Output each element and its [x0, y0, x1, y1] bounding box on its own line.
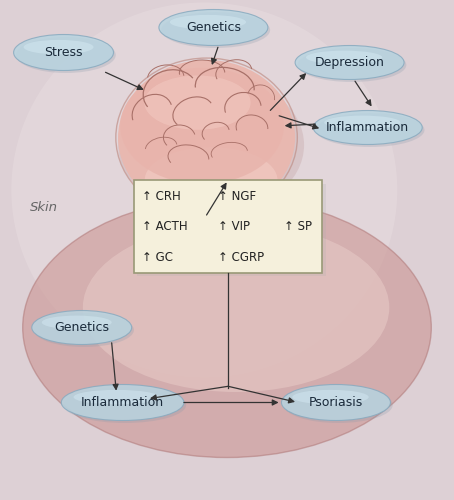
Ellipse shape — [145, 147, 277, 213]
Text: ↑ CGRP: ↑ CGRP — [218, 250, 264, 264]
Ellipse shape — [118, 60, 295, 215]
Text: Psoriasis: Psoriasis — [309, 396, 363, 409]
Ellipse shape — [316, 113, 424, 147]
Ellipse shape — [42, 316, 112, 329]
Text: ↑ VIP: ↑ VIP — [218, 220, 250, 233]
Text: ↑ CRH: ↑ CRH — [142, 190, 181, 203]
Ellipse shape — [61, 384, 184, 420]
Text: Inflammation: Inflammation — [326, 121, 410, 134]
Ellipse shape — [170, 15, 246, 30]
Text: ↑ ACTH: ↑ ACTH — [142, 220, 188, 233]
Text: ↑ GC: ↑ GC — [142, 250, 173, 264]
Text: Depression: Depression — [315, 56, 385, 69]
Ellipse shape — [64, 387, 186, 423]
Ellipse shape — [161, 12, 270, 48]
Ellipse shape — [295, 46, 404, 80]
Ellipse shape — [83, 223, 389, 392]
Ellipse shape — [144, 76, 251, 130]
Ellipse shape — [120, 68, 284, 184]
FancyBboxPatch shape — [137, 184, 326, 276]
Ellipse shape — [32, 310, 132, 344]
Ellipse shape — [118, 75, 304, 215]
Ellipse shape — [281, 384, 390, 420]
Ellipse shape — [159, 10, 268, 46]
Text: Inflammation: Inflammation — [81, 396, 164, 409]
Ellipse shape — [11, 2, 397, 378]
Text: Genetics: Genetics — [54, 321, 109, 334]
Ellipse shape — [324, 116, 400, 129]
Ellipse shape — [34, 313, 134, 347]
Ellipse shape — [297, 48, 406, 82]
Text: ↑ SP: ↑ SP — [284, 220, 312, 233]
Ellipse shape — [14, 34, 114, 70]
Ellipse shape — [24, 40, 94, 54]
Ellipse shape — [284, 387, 393, 423]
Ellipse shape — [313, 110, 422, 144]
Ellipse shape — [23, 198, 431, 458]
Text: Genetics: Genetics — [186, 21, 241, 34]
Text: Stress: Stress — [44, 46, 83, 59]
Text: ↑ NGF: ↑ NGF — [218, 190, 256, 203]
FancyBboxPatch shape — [134, 180, 322, 272]
Ellipse shape — [74, 390, 159, 404]
Text: Skin: Skin — [30, 201, 58, 214]
Ellipse shape — [292, 390, 369, 404]
Ellipse shape — [306, 50, 382, 64]
Ellipse shape — [16, 37, 116, 73]
